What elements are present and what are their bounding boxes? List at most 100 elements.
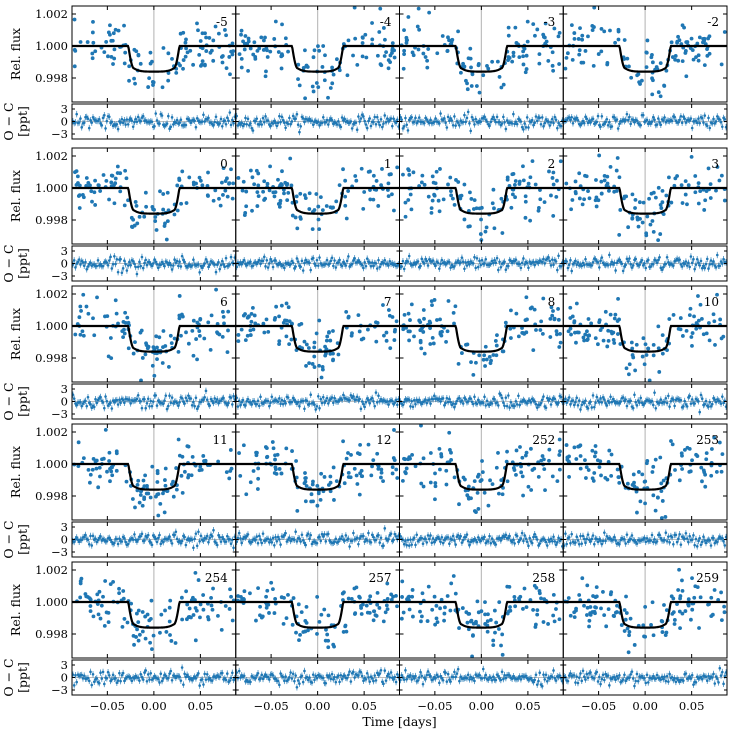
flux-point [314, 192, 319, 196]
flux-point [251, 327, 256, 332]
residual-point [574, 259, 577, 263]
residual-point [570, 115, 574, 119]
flux-point [163, 344, 168, 348]
residual-point [415, 121, 419, 125]
flux-point [514, 311, 519, 316]
flux-point [255, 190, 260, 195]
residual-point [539, 122, 543, 126]
flux-point [376, 204, 381, 208]
flux-point [81, 333, 86, 338]
residual-point [223, 119, 227, 122]
residual-point [441, 397, 445, 400]
flux-point [572, 31, 577, 35]
residual-point [721, 262, 724, 265]
residual-point [318, 406, 321, 410]
residual-point [488, 124, 491, 128]
residual-point [387, 403, 390, 406]
residual-point [586, 121, 590, 125]
residual-point [320, 401, 324, 405]
flux-point [346, 38, 351, 43]
residual-point [629, 399, 632, 403]
residual-point [567, 116, 571, 119]
residual-point [567, 396, 571, 399]
residual-point [460, 256, 464, 259]
flux-point [183, 40, 188, 45]
residual-point [545, 396, 549, 400]
residual-point [599, 125, 602, 129]
residual-point [468, 122, 471, 125]
residual-point [222, 263, 225, 266]
flux-point [406, 15, 411, 19]
flux-point [86, 467, 91, 472]
flux-point [364, 55, 369, 60]
flux-point [646, 346, 651, 351]
flux-point [421, 308, 426, 312]
residual-point [470, 115, 474, 119]
residual-point [417, 398, 421, 402]
flux-point [111, 31, 116, 36]
residual-point [74, 266, 77, 269]
residual-point [86, 395, 90, 399]
flux-point [255, 49, 260, 53]
residual-point [393, 401, 397, 404]
flux-point [618, 342, 623, 346]
flux-point [552, 26, 557, 31]
residual-point [698, 121, 702, 125]
flux-point [509, 308, 513, 313]
flux-point [267, 188, 272, 193]
residual-point [358, 397, 361, 401]
residual-point [382, 122, 385, 125]
residual-point [387, 264, 390, 267]
residual-point [367, 119, 370, 123]
residual-point [533, 121, 537, 125]
flux-point [218, 203, 223, 208]
flux-point [145, 346, 150, 351]
residual-point [589, 400, 592, 404]
flux-point [520, 330, 525, 335]
flux-point [698, 302, 703, 307]
residual-point [699, 259, 703, 263]
residual-point [528, 399, 531, 402]
residual-point [369, 264, 373, 268]
flux-tick-label: 1.000 [35, 39, 68, 53]
flux-point [555, 178, 559, 183]
residual-point [168, 261, 171, 265]
flux-point [707, 34, 712, 39]
flux-point [277, 339, 282, 344]
residual-point [109, 255, 112, 259]
residual-point [662, 266, 665, 269]
residual-point [275, 124, 279, 128]
residual-point [266, 119, 270, 122]
residual-point [182, 400, 185, 403]
residual-point [410, 399, 414, 403]
flux-point [152, 373, 157, 378]
residual-point [299, 265, 302, 269]
flux-point [616, 296, 620, 301]
residual-point [654, 259, 658, 262]
residual-point [651, 403, 655, 407]
flux-point [599, 179, 604, 184]
residual-point [348, 398, 351, 402]
residual-point [559, 395, 563, 399]
flux-point [190, 455, 195, 459]
flux-point [617, 233, 622, 237]
residual-point [662, 119, 665, 122]
flux-point [687, 313, 692, 318]
flux-point [155, 468, 160, 473]
residual-point [509, 259, 513, 263]
flux-point [283, 36, 288, 41]
flux-point [578, 26, 582, 31]
flux-point [568, 305, 573, 310]
transit-model-curve [399, 44, 564, 73]
residual-point [476, 398, 480, 402]
residual-point [697, 399, 700, 403]
flux-point [525, 19, 530, 24]
residual-point [219, 399, 223, 402]
residual-point [619, 260, 622, 264]
residual-point [81, 261, 85, 264]
flux-point [702, 208, 707, 212]
residual-point [296, 260, 300, 263]
residual-point [236, 405, 240, 408]
residual-point [255, 402, 259, 406]
residual-point [168, 394, 171, 397]
